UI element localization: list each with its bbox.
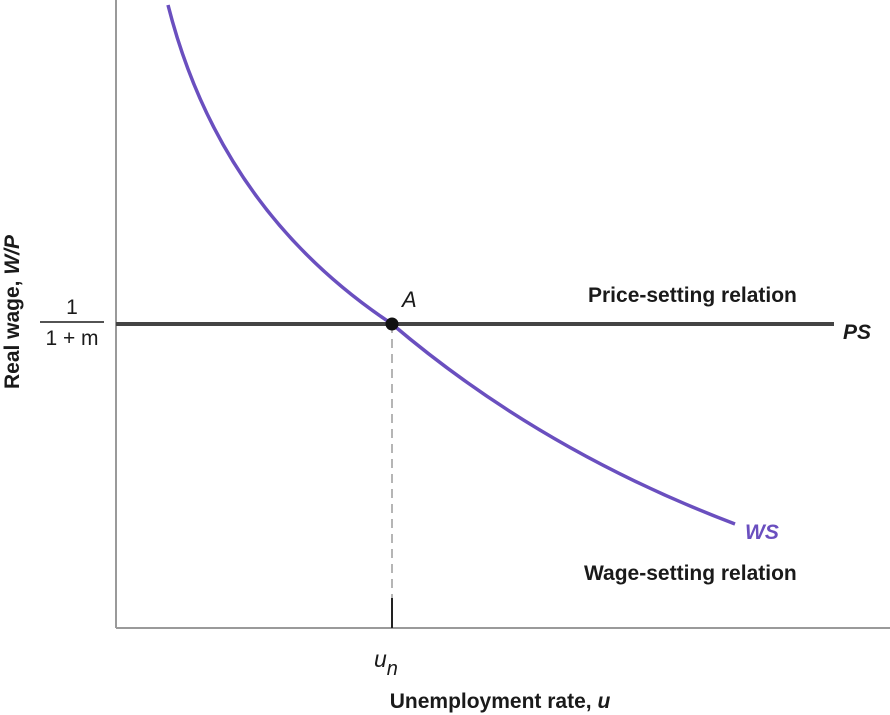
x-tick-subscript: n xyxy=(387,658,398,680)
x-tick-un: un xyxy=(374,646,398,680)
equilibrium-point-a xyxy=(385,317,399,331)
point-a-label: A xyxy=(400,287,417,312)
y-tick-numerator: 1 xyxy=(66,296,78,319)
ws-curve xyxy=(166,4,736,526)
ps-relation-label: Price-setting relation xyxy=(588,284,797,307)
y-tick-denominator: 1 + m xyxy=(45,327,98,350)
x-axis-title: Unemployment rate, u xyxy=(390,690,611,713)
ws-relation-label: Wage-setting relation xyxy=(584,562,797,585)
ps-symbol-label: PS xyxy=(843,321,871,344)
x-tick-base: u xyxy=(374,646,387,672)
y-axis-title: Real wage, W/P xyxy=(1,234,24,389)
ws-symbol-label: WS xyxy=(745,521,779,544)
